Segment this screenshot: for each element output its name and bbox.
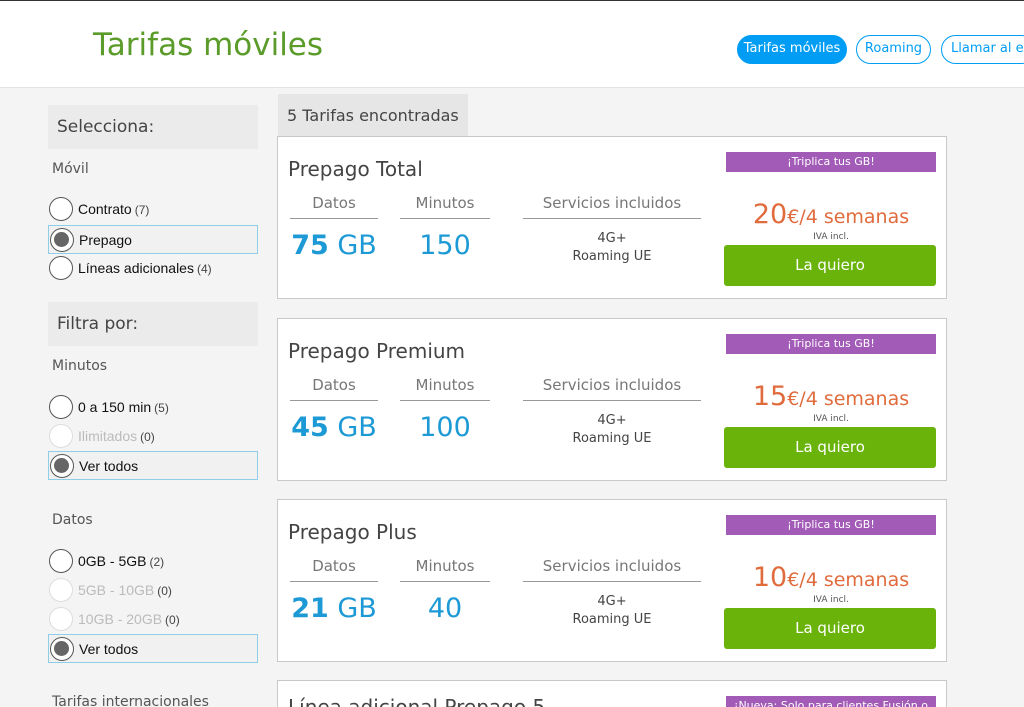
promo-badge: ¡Triplica tus GB! xyxy=(726,334,936,354)
plan-name: Línea adicional Prepago 5 xyxy=(288,695,546,707)
datos-header: Datos xyxy=(290,376,378,401)
iva-note: IVA incl. xyxy=(813,414,849,424)
price: 20€/4 semanas xyxy=(752,199,910,230)
promo-badge: ¡Triplica tus GB! xyxy=(726,515,936,535)
promo-badge: ¡Nueva: Solo para clientes Fusión o xyxy=(726,696,936,707)
minutos-header: Minutos xyxy=(400,194,490,219)
radio-option-5-10gb: 5GB - 10GB (0) xyxy=(48,576,258,605)
servicios-header: Servicios incluidos xyxy=(523,557,701,582)
servicios-header: Servicios incluidos xyxy=(523,376,701,401)
tab-roaming[interactable]: Roaming xyxy=(856,35,931,64)
radio-option-minutos-ver-todos[interactable]: Ver todos xyxy=(48,451,258,480)
page-header: Tarifas móviles Tarifas móviles Roaming … xyxy=(0,0,1024,88)
select-heading: Selecciona: xyxy=(48,105,258,149)
filter-sidebar: Selecciona: Móvil Contrato (7) Prepago Lí… xyxy=(48,105,258,707)
tab-tarifas-moviles[interactable]: Tarifas móviles xyxy=(737,35,847,64)
radio-button[interactable] xyxy=(49,197,73,221)
data-allowance: 45 GB xyxy=(291,412,377,443)
radio-option-0-5gb[interactable]: 0GB - 5GB (2) xyxy=(48,547,258,576)
plan-name: Prepago Plus xyxy=(288,520,417,544)
radio-button-checked[interactable] xyxy=(50,454,74,478)
iva-note: IVA incl. xyxy=(813,595,849,605)
included-services: 4G+ Roaming UE xyxy=(572,594,652,627)
radio-option-10-20gb: 10GB - 20GB (0) xyxy=(48,605,258,634)
tab-llamar-extranjero[interactable]: Llamar al ex xyxy=(941,35,1024,64)
radio-button-checked[interactable] xyxy=(50,637,74,661)
plan-name: Prepago Total xyxy=(288,157,423,181)
internacionales-group-label: Tarifas internacionales xyxy=(52,694,209,707)
radio-option-lineas-adicionales[interactable]: Líneas adicionales (4) xyxy=(48,254,258,283)
price: 10€/4 semanas xyxy=(752,562,910,593)
movil-group-label: Móvil xyxy=(52,161,89,177)
radio-button[interactable] xyxy=(49,549,73,573)
page-title: Tarifas móviles xyxy=(93,27,324,63)
tariff-card-prepago-total: Prepago Total Datos Minutos Servicios in… xyxy=(277,136,947,299)
data-allowance: 75 GB xyxy=(291,230,377,261)
radio-button-disabled xyxy=(49,424,73,448)
radio-button-disabled xyxy=(49,578,73,602)
plan-name: Prepago Premium xyxy=(288,339,466,363)
radio-button[interactable] xyxy=(49,256,73,280)
price: 15€/4 semanas xyxy=(752,381,910,412)
radio-button-disabled xyxy=(49,607,73,631)
radio-option-datos-ver-todos[interactable]: Ver todos xyxy=(48,634,258,663)
radio-button[interactable] xyxy=(49,395,73,419)
tariff-card-prepago-plus: Prepago Plus Datos Minutos Servicios inc… xyxy=(277,499,947,662)
iva-note: IVA incl. xyxy=(813,232,849,242)
radio-option-0-150-min[interactable]: 0 a 150 min (5) xyxy=(48,393,258,422)
results-count-tab: 5 Tarifas encontradas xyxy=(278,94,468,136)
tariff-card-prepago-premium: Prepago Premium Datos Minutos Servicios … xyxy=(277,318,947,481)
radio-option-prepago[interactable]: Prepago xyxy=(48,225,258,254)
minutes-value: 40 xyxy=(427,593,463,624)
radio-option-ilimitados: Ilimitados (0) xyxy=(48,422,258,451)
datos-header: Datos xyxy=(290,194,378,219)
minutos-header: Minutos xyxy=(400,376,490,401)
servicios-header: Servicios incluidos xyxy=(523,194,701,219)
included-services: 4G+ Roaming UE xyxy=(572,231,652,264)
radio-option-contrato[interactable]: Contrato (7) xyxy=(48,195,258,224)
datos-header: Datos xyxy=(290,557,378,582)
tariff-card-linea-adicional: Línea adicional Prepago 5 ¡Nueva: Solo p… xyxy=(277,680,947,707)
minutes-value: 100 xyxy=(419,412,471,443)
radio-button-checked[interactable] xyxy=(50,228,74,252)
minutos-group-label: Minutos xyxy=(52,358,108,374)
minutes-value: 150 xyxy=(419,230,471,261)
included-services: 4G+ Roaming UE xyxy=(572,413,652,446)
la-quiero-button[interactable]: La quiero xyxy=(724,427,936,468)
data-allowance: 21 GB xyxy=(291,593,377,624)
la-quiero-button[interactable]: La quiero xyxy=(724,608,936,649)
la-quiero-button[interactable]: La quiero xyxy=(724,245,936,286)
filter-heading: Filtra por: xyxy=(48,302,258,346)
minutos-header: Minutos xyxy=(400,557,490,582)
datos-group-label: Datos xyxy=(52,512,93,528)
promo-badge: ¡Triplica tus GB! xyxy=(726,152,936,172)
